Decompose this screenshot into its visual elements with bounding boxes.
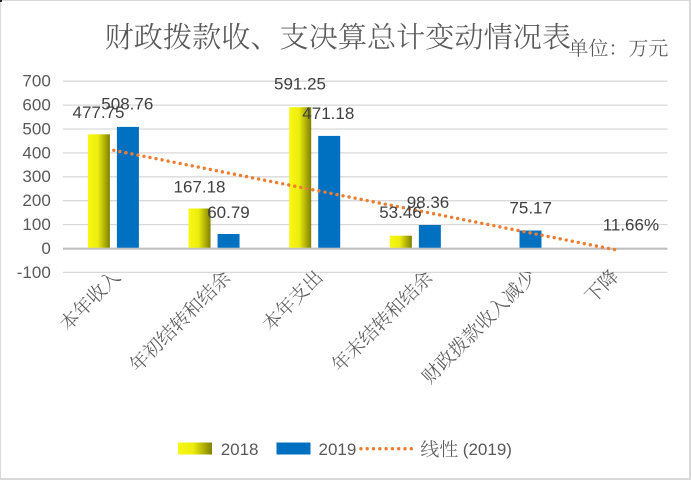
svg-text:53.46: 53.46 (379, 203, 422, 222)
svg-text:60.79: 60.79 (207, 203, 250, 222)
svg-text:471.18: 471.18 (302, 104, 354, 123)
svg-text:591.25: 591.25 (274, 75, 326, 94)
svg-text:75.17: 75.17 (509, 199, 552, 218)
svg-text:477.75: 477.75 (73, 103, 125, 122)
svg-text:-100: -100 (17, 263, 51, 282)
svg-text:2019: 2019 (319, 440, 357, 459)
svg-text:2018: 2018 (221, 440, 259, 459)
svg-text:700: 700 (22, 72, 50, 91)
svg-text:508.76: 508.76 (101, 94, 153, 113)
svg-text:(2019): (2019) (463, 440, 512, 459)
svg-text:98.36: 98.36 (407, 193, 450, 212)
svg-text:500: 500 (22, 119, 50, 138)
svg-text:100: 100 (22, 215, 50, 234)
svg-text:0: 0 (41, 239, 50, 258)
svg-text:167.18: 167.18 (174, 178, 226, 197)
svg-text:300: 300 (22, 167, 50, 186)
svg-text:11.66%: 11.66% (603, 216, 659, 235)
svg-text:400: 400 (22, 143, 50, 162)
svg-text:600: 600 (22, 96, 50, 115)
svg-text:200: 200 (22, 191, 50, 210)
